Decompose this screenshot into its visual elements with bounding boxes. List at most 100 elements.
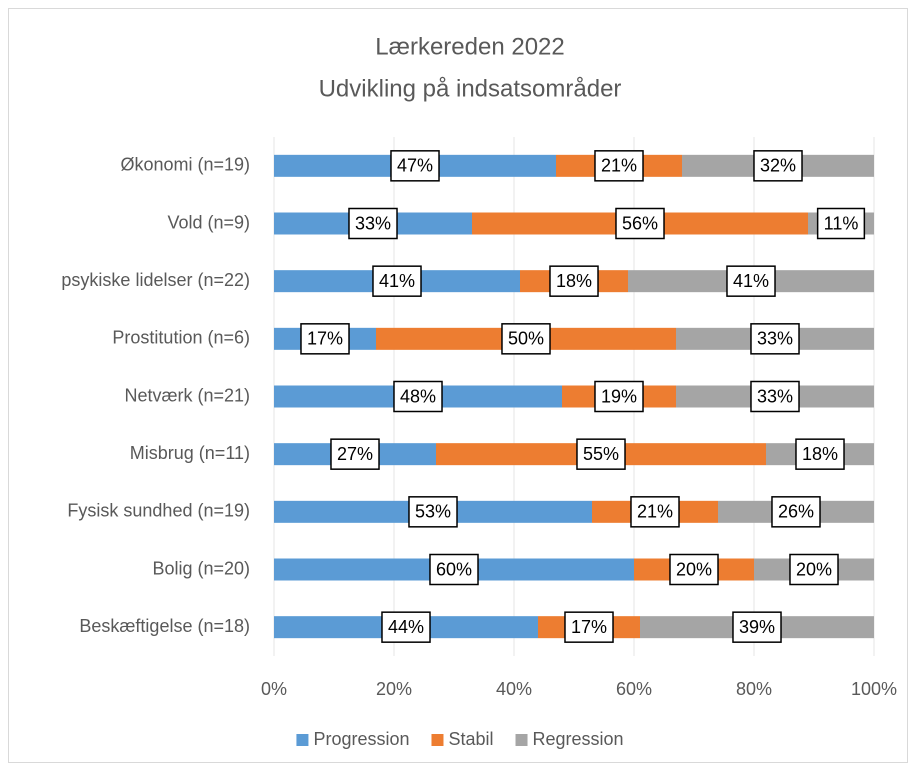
data-label: 41% [726,265,776,297]
data-label-text: 48% [400,386,436,406]
data-label-box [330,438,380,470]
data-label-box [576,438,626,470]
data-label: 39% [732,611,782,643]
data-label: 19% [594,380,644,413]
x-tick-label: 20% [376,679,412,699]
data-label: 53% [408,496,458,528]
chart-subtitle: Udvikling på indsatsområder [319,75,622,102]
legend-label: Regression [533,729,624,749]
data-label: 20% [669,553,719,586]
x-tick-label: 0% [261,679,287,699]
data-label-box [615,207,665,240]
data-label-text: 18% [802,444,838,464]
data-label-box [816,207,866,240]
y-tick-label: Beskæftigelse (n=18) [79,616,250,636]
data-label-text: 44% [388,617,424,637]
legend-swatch [515,734,528,746]
data-label: 47% [390,150,440,182]
data-label-text: 41% [733,271,769,291]
data-label-box [750,380,800,413]
data-label-text: 50% [508,329,544,349]
data-label-text: 26% [778,502,814,522]
data-labels: 47% 21% 32% 33% 56% 11% 41% 18% 41% 17% 50% 33% 48% 1… [300,150,866,643]
data-label-box [726,265,776,297]
data-label-text: 33% [757,329,793,349]
data-label: 32% [753,150,803,182]
y-tick-label: psykiske lidelser (n=22) [61,270,250,290]
data-label-text: 56% [622,213,658,233]
data-label-box [393,380,443,413]
data-label-text: 21% [601,156,637,176]
data-label-text: 33% [355,213,391,233]
data-label-box [564,611,614,643]
y-tick-label: Prostitution (n=6) [112,328,250,348]
data-label: 17% [564,611,614,643]
data-label: 18% [549,265,599,297]
data-label-text: 18% [556,271,592,291]
data-label-text: 32% [760,156,796,176]
data-label: 56% [615,207,665,240]
data-label-box [669,553,719,586]
x-tick-label: 40% [496,679,532,699]
chart-title: Lærkereden 2022 [375,33,564,60]
data-label-box [549,265,599,297]
data-label-box [630,496,680,528]
data-label-text: 55% [583,444,619,464]
data-label-box [789,553,839,586]
data-label-text: 39% [739,617,775,637]
y-tick-label: Fysisk sundhed (n=19) [67,501,250,521]
y-tick-label: Vold (n=9) [167,212,250,232]
y-tick-label: Netværk (n=21) [124,385,250,405]
data-label: 20% [789,553,839,586]
data-label: 21% [594,150,644,182]
x-tick-label: 60% [616,679,652,699]
data-label-box [372,265,422,297]
data-label: 60% [429,553,479,586]
data-label-box [300,323,350,355]
data-label-box [381,611,431,643]
data-label-box [753,150,803,182]
data-label: 55% [576,438,626,470]
legend-swatch [431,734,444,746]
data-label: 44% [381,611,431,643]
data-label-box [771,496,821,528]
data-label: 26% [771,496,821,528]
data-label-text: 11% [824,213,859,233]
data-label-text: 33% [757,386,793,406]
data-label-text: 41% [379,271,415,291]
legend-swatch [296,734,309,746]
data-label: 48% [393,380,443,413]
data-label-box [348,207,398,240]
data-label-text: 19% [601,386,637,406]
data-label-box [594,380,644,413]
data-label: 27% [330,438,380,470]
data-label-box [732,611,782,643]
legend-label: Progression [313,729,409,749]
data-label-box [795,438,845,470]
data-label-box [408,496,458,528]
data-label-text: 47% [397,156,433,176]
data-label-text: 17% [307,329,343,349]
data-label: 33% [750,323,800,355]
data-label-text: 60% [436,559,472,579]
y-tick-label: Bolig (n=20) [152,558,250,578]
data-label-text: 20% [796,559,832,579]
data-label-text: 17% [571,617,607,637]
legend-label: Stabil [448,729,493,749]
data-label: 18% [795,438,845,470]
x-tick-label: 80% [736,679,772,699]
data-label: 33% [348,207,398,240]
data-label: 41% [372,265,422,297]
data-label-box [390,150,440,182]
data-label-box [750,323,800,355]
data-label: 33% [750,380,800,413]
data-label: 50% [501,323,551,355]
data-label: 17% [300,323,350,355]
legend: Progression Stabil Regression [296,729,624,749]
data-label-box [594,150,644,182]
y-tick-label: Økonomi (n=19) [120,155,250,175]
data-label-box [501,323,551,355]
data-label: 21% [630,496,680,528]
data-label-text: 53% [415,502,451,522]
